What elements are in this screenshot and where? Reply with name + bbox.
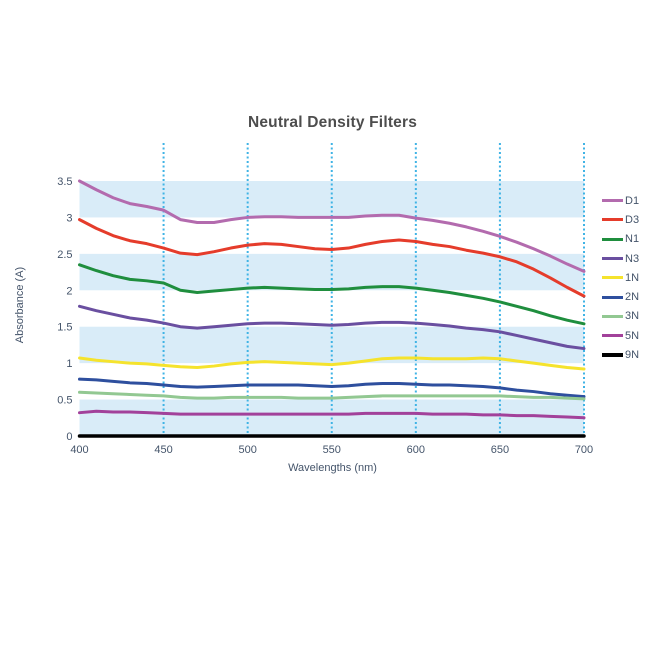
x-tick-label-500: 500 xyxy=(238,444,256,456)
series-line-3N xyxy=(78,390,586,401)
series-line-1N xyxy=(78,356,586,371)
y-tick-label-2: 2 xyxy=(66,285,72,297)
legend-label-9N: 9N xyxy=(625,349,640,362)
legend-label-N1: N1 xyxy=(625,233,640,246)
legend-swatch-1N xyxy=(602,276,623,280)
x-tick-label-550: 550 xyxy=(323,444,341,456)
legend-swatch-N3 xyxy=(602,257,623,261)
y-tick-label-0.5: 0.5 xyxy=(57,395,72,407)
legend-item-2N: 2N xyxy=(602,287,639,306)
chart-legend: D1 D3 N1 N3 1N 2N 3N 5N 9N xyxy=(602,191,639,365)
legend-item-5N: 5N xyxy=(602,326,639,345)
x-tick-label-700: 700 xyxy=(575,444,593,456)
legend-item-N1: N1 xyxy=(602,230,639,249)
y-tick-label-3: 3 xyxy=(66,212,72,224)
legend-label-3N: 3N xyxy=(625,310,640,323)
legend-label-D1: D1 xyxy=(625,194,640,207)
legend-item-3N: 3N xyxy=(602,307,639,326)
legend-label-D3: D3 xyxy=(625,213,640,226)
y-tick-label-0: 0 xyxy=(66,431,72,443)
series-line-N1 xyxy=(78,263,586,326)
legend-item-9N: 9N xyxy=(602,345,639,364)
x-tick-label-600: 600 xyxy=(407,444,425,456)
series-line-D1 xyxy=(78,179,586,273)
series-line-5N xyxy=(78,409,586,420)
y-tick-label-2.5: 2.5 xyxy=(57,249,72,261)
x-tick-label-650: 650 xyxy=(491,444,509,456)
legend-label-N3: N3 xyxy=(625,252,640,265)
y-axis-label: Absorbance (A) xyxy=(14,266,26,344)
series-line-2N xyxy=(78,377,586,399)
legend-item-1N: 1N xyxy=(602,268,639,287)
legend-swatch-N1 xyxy=(602,237,623,241)
legend-swatch-D1 xyxy=(602,199,623,203)
legend-swatch-9N xyxy=(602,353,623,358)
legend-label-5N: 5N xyxy=(625,329,640,342)
x-axis-label: Wavelengths (nm) xyxy=(288,462,377,474)
legend-label-1N: 1N xyxy=(625,271,640,284)
legend-swatch-3N xyxy=(602,314,623,318)
y-tick-label-1: 1 xyxy=(66,358,72,370)
legend-item-D1: D1 xyxy=(602,191,639,210)
series-line-D3 xyxy=(78,218,586,298)
legend-label-2N: 2N xyxy=(625,291,640,304)
legend-item-D3: D3 xyxy=(602,210,639,229)
series-line-N3 xyxy=(78,304,586,351)
chart-title: Neutral Density Filters xyxy=(247,114,418,131)
legend-item-N3: N3 xyxy=(602,249,639,268)
legend-swatch-2N xyxy=(602,295,623,299)
legend-swatch-D3 xyxy=(602,218,623,222)
x-tick-label-400: 400 xyxy=(70,444,88,456)
legend-swatch-5N xyxy=(602,334,623,338)
x-tick-label-450: 450 xyxy=(154,444,172,456)
y-tick-label-1.5: 1.5 xyxy=(57,322,72,334)
y-tick-label-3.5: 3.5 xyxy=(57,176,72,188)
